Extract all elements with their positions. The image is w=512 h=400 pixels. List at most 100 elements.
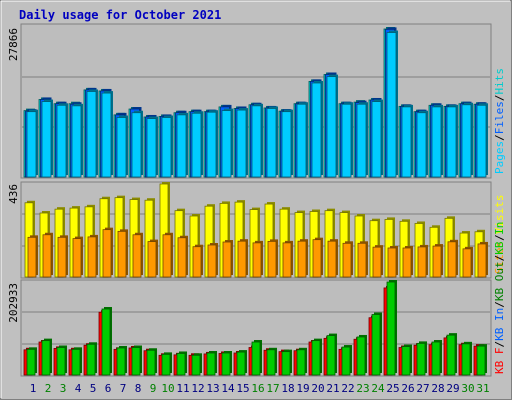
bar-pages-day-26 [401,106,412,178]
bar-kb-in-day-15 [236,351,246,376]
day-label: 17 [266,382,279,395]
day-label: 12 [191,382,204,395]
bar-sites-day-13 [207,244,217,278]
bar-sites-day-14 [222,241,232,278]
panel-bot-bars [23,280,487,376]
panel-mid-max-label: 436 [7,184,20,204]
bar-kb-in-day-20 [311,340,321,376]
bar-kb-in-day-5 [86,343,96,376]
day-label: 21 [326,382,339,395]
panel-mid-bars [24,182,488,278]
kb-panel: 202933 KB F/KB In/KB Out/KB In [7,222,506,377]
day-label: 27 [416,382,429,395]
bar-kb-in-day-30 [461,343,471,376]
bar-pages-day-4 [71,105,82,178]
legend-item: Pages [493,141,506,174]
day-label: 29 [446,382,459,395]
bar-pages-day-15 [236,109,247,178]
legend-item: KB F [493,348,506,375]
bar-pages-day-3 [56,104,67,178]
legend-item: / [493,255,506,262]
day-label: 13 [206,382,219,395]
bar-kb-in-day-11 [176,353,186,376]
bar-sites-day-12 [192,246,202,278]
day-label: 6 [105,382,112,395]
day-label: 20 [311,382,324,395]
bar-kb-in-day-9 [146,349,156,376]
visits-sites-panel: 436 Sites/Visits [7,181,506,279]
day-label: 7 [120,382,127,395]
day-label: 22 [341,382,354,395]
bar-kb-in-day-2 [41,340,51,376]
day-label: 23 [356,382,369,395]
bar-sites-day-7 [117,230,127,278]
bar-kb-in-day-31 [476,345,486,376]
bar-pages-day-5 [86,91,97,178]
bar-sites-day-25 [387,247,397,278]
bar-kb-in-day-26 [401,346,411,376]
bar-pages-day-6 [101,92,112,178]
day-label: 15 [236,382,249,395]
bar-pages-day-13 [206,111,217,178]
bar-kb-in-day-22 [341,346,351,376]
bar-pages-day-24 [371,101,382,178]
day-label: 30 [461,382,474,395]
day-axis-labels: 1 2 3 4 5 6 7 8 9 10 11 12 13 14 15 16 17 18 19 20 21 22 23 24 2… [30,382,490,395]
bar-sites-day-29 [447,241,457,278]
panel-top-legend: Pages/Files/Hits [493,68,506,174]
bar-kb-in-day-14 [221,352,231,376]
bar-sites-day-23 [357,242,367,278]
bar-sites-day-20 [312,239,322,278]
bar-pages-day-17 [266,108,277,178]
bar-sites-day-1 [27,236,37,278]
bar-sites-day-30 [462,248,472,278]
bar-kb-in-day-8 [131,347,141,376]
bar-kb-in-day-1 [26,348,36,376]
panel-mid-legend: Sites/Visits [493,195,506,275]
bar-kb-in-day-18 [281,351,291,376]
bar-pages-day-8 [131,112,142,178]
bar-kb-in-day-28 [431,341,441,376]
bar-kb-in-day-21 [326,335,336,376]
bar-sites-day-3 [57,236,67,278]
bar-pages-day-28 [431,106,442,178]
bar-sites-day-26 [402,247,412,278]
panel-top-max-label: 27866 [7,28,20,61]
bar-pages-day-31 [476,104,487,178]
day-label: 24 [371,382,385,395]
legend-item: KB In [493,308,506,341]
bar-pages-day-7 [116,117,127,178]
bar-pages-day-18 [281,111,292,178]
bar-pages-day-11 [176,114,187,178]
bar-sites-day-16 [252,242,262,278]
bar-sites-day-4 [72,238,82,278]
legend-item: KB In [493,222,506,255]
day-label: 2 [45,382,52,395]
legend-item: / [493,234,506,241]
legend-item: Visits [493,195,506,235]
bar-pages-day-21 [326,76,337,178]
bar-kb-in-day-6 [101,308,111,376]
bar-kb-in-day-24 [371,314,381,376]
legend-item: KB Out [493,261,506,301]
day-label: 25 [386,382,399,395]
bar-pages-day-9 [146,118,157,178]
bar-kb-in-day-3 [56,347,66,376]
day-label: 28 [431,382,444,395]
bar-sites-day-22 [342,242,352,278]
bar-kb-in-day-17 [266,349,276,376]
day-label: 5 [90,382,97,395]
legend-item: Files [493,101,506,134]
day-label: 18 [281,382,294,395]
bar-kb-in-day-7 [116,347,126,376]
bar-pages-day-2 [41,101,52,178]
bar-pages-day-14 [221,110,232,178]
bar-sites-day-27 [417,246,427,278]
bar-pages-day-20 [311,82,322,178]
bar-kb-in-day-12 [191,354,201,376]
bar-pages-day-25 [386,32,397,178]
day-label: 16 [251,382,264,395]
hits-files-pages-panel: 27866 Pages/Files/Hits [7,23,506,179]
bar-sites-day-28 [432,245,442,278]
